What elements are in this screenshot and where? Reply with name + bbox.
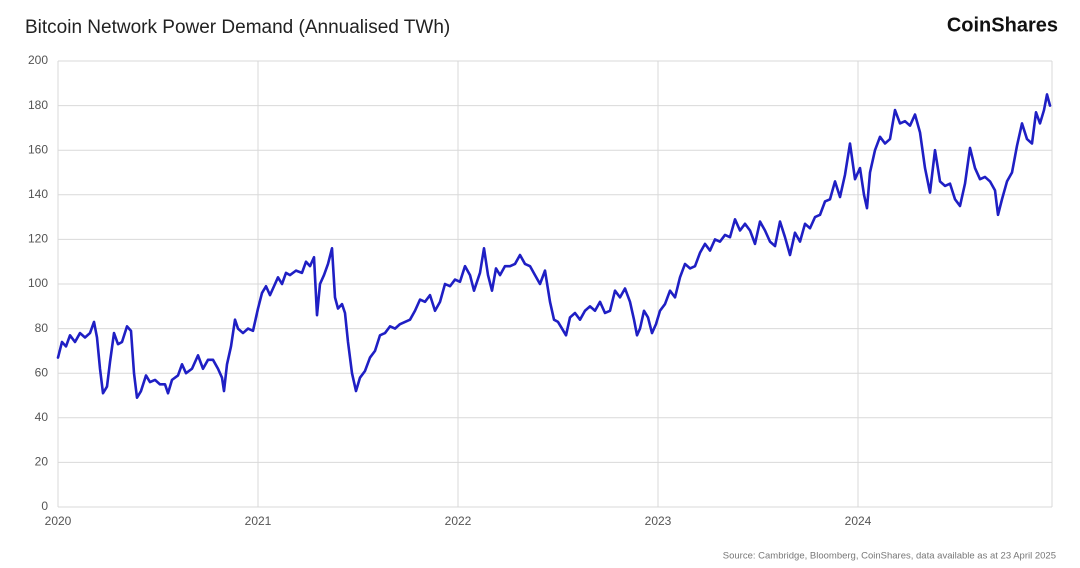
x-tick-label: 2021 [245,514,272,528]
chart-title: Bitcoin Network Power Demand (Annualised… [25,17,450,38]
source-note: Source: Cambridge, Bloomberg, CoinShares… [723,551,1056,562]
y-tick-label: 200 [28,53,48,67]
x-tick-label: 2023 [645,514,672,528]
x-tick-label: 2020 [45,514,72,528]
y-tick-label: 60 [35,365,49,379]
y-tick-label: 0 [41,499,48,513]
plot-area [56,93,1052,400]
x-tick-label: 2022 [445,514,472,528]
y-tick-label: 100 [28,276,48,290]
data-line [56,93,1052,400]
y-tick-label: 80 [35,321,49,335]
grid [57,60,1053,508]
y-tick-label: 120 [28,232,48,246]
y-tick-label: 160 [28,142,48,156]
x-tick-label: 2024 [845,514,872,528]
brand-logo: CoinShares [947,14,1058,36]
y-tick-label: 40 [35,410,49,424]
y-tick-label: 180 [28,98,48,112]
y-tick-label: 20 [35,455,49,469]
y-tick-label: 140 [28,187,48,201]
